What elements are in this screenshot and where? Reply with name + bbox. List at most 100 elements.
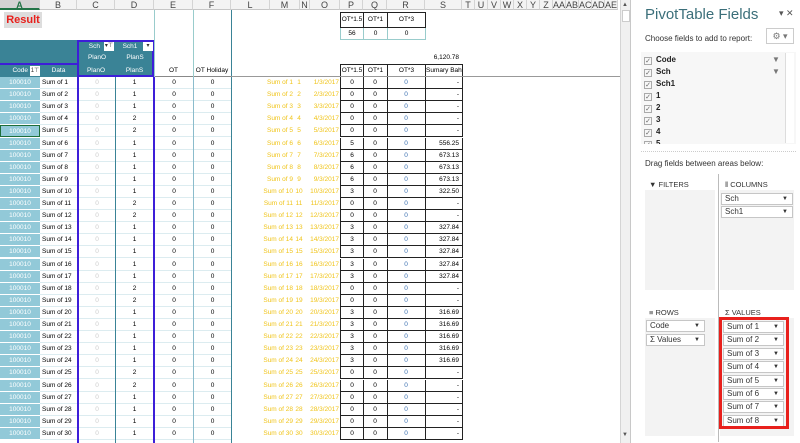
data-cell[interactable]: Sum of 8 (40, 162, 77, 174)
plano-cell[interactable]: 0 (79, 331, 115, 344)
columns-field-chip[interactable]: Sch ▼ (721, 193, 793, 205)
plans-cell[interactable]: 1 (116, 174, 153, 186)
day-cell[interactable]: 16 (295, 260, 303, 268)
plans-cell[interactable]: 1 (116, 355, 153, 368)
ot-holiday-cell[interactable]: 0 (194, 198, 231, 210)
plans-cell[interactable]: 1 (116, 246, 153, 259)
columns-field-chip[interactable]: Sch1 ▼ (721, 206, 793, 218)
day-cell[interactable]: 19 (295, 296, 303, 304)
plans-cell[interactable]: 1 (116, 428, 153, 440)
code-cell[interactable]: 100010 (0, 101, 40, 114)
plans-cell[interactable]: 1 (116, 89, 153, 102)
data-cell[interactable]: Sum of 11 (40, 198, 77, 210)
code-cell[interactable]: 100010 (0, 282, 40, 295)
date-cell[interactable]: 14/3/2017 (310, 236, 339, 244)
ot-cell[interactable]: 0 (155, 198, 193, 210)
ot15-cell[interactable]: 3 (340, 343, 364, 356)
data-cell[interactable]: Sum of 22 (40, 331, 77, 344)
sum-label-cell[interactable]: Sum of 17 (263, 272, 293, 280)
row-field-code[interactable]: Code (12, 67, 28, 74)
data-cell[interactable]: Sum of 17 (40, 271, 77, 283)
dropdown-arrow-icon[interactable]: ▼ (773, 337, 779, 344)
ot3-cell[interactable]: 0 (387, 246, 426, 259)
plans-cell[interactable]: 1 (116, 331, 153, 344)
ot15-cell[interactable]: 0 (340, 427, 364, 440)
rows-field-chip[interactable]: Σ Values ▼ (646, 334, 705, 346)
field-item[interactable]: ✓ 1 (644, 90, 660, 102)
ot3-cell[interactable]: 0 (387, 294, 426, 307)
plano-cell[interactable]: 0 (79, 234, 115, 247)
ot1-cell[interactable]: 0 (363, 270, 388, 283)
ot-holiday-cell[interactable]: 0 (194, 138, 231, 150)
ot15-cell[interactable]: 3 (340, 306, 364, 319)
sum-label-cell[interactable]: Sum of 6 (266, 139, 293, 147)
ot1-cell[interactable]: 0 (363, 161, 388, 174)
data-cell[interactable]: Sum of 30 (40, 428, 77, 440)
ot15-cell[interactable]: 0 (340, 210, 364, 223)
ot15-cell[interactable]: 5 (340, 137, 364, 150)
column-header-l[interactable]: L (231, 0, 270, 10)
code-cell[interactable]: 100010 (0, 427, 40, 440)
top-value-cell[interactable]: 56 (340, 28, 364, 40)
ot1-cell[interactable]: 0 (363, 149, 388, 162)
code-cell[interactable]: 100010 (0, 137, 40, 150)
sum-label-cell[interactable]: Sum of 23 (263, 345, 293, 353)
date-cell[interactable]: 22/3/2017 (310, 333, 339, 341)
date-cell[interactable]: 28/3/2017 (310, 405, 339, 413)
data-cell[interactable]: Sum of 27 (40, 392, 77, 404)
plans-cell[interactable]: 1 (116, 307, 153, 319)
baht-cell[interactable]: - (425, 282, 463, 295)
day-cell[interactable]: 4 (297, 115, 301, 123)
baht-cell[interactable]: - (425, 77, 463, 89)
data-cell[interactable]: Sum of 4 (40, 113, 77, 126)
ot15-cell[interactable]: 0 (340, 89, 364, 102)
sum-label-cell[interactable]: Sum of 11 (263, 200, 293, 207)
column-header-e[interactable]: E (154, 0, 193, 10)
ot15-cell[interactable]: 3 (340, 270, 364, 283)
dropdown-arrow-icon[interactable]: ▼ (773, 391, 779, 397)
baht-cell[interactable]: - (425, 101, 463, 114)
plano-cell[interactable]: 0 (79, 125, 115, 138)
date-cell[interactable]: 23/3/2017 (310, 345, 339, 353)
plano-cell[interactable]: 0 (79, 101, 115, 114)
day-cell[interactable]: 13 (295, 224, 303, 232)
sum-label-cell[interactable]: Sum of 5 (266, 127, 293, 135)
dropdown-arrow-icon[interactable]: ▼ (694, 337, 700, 343)
date-cell[interactable]: 20/3/2017 (310, 308, 339, 316)
ot3-cell[interactable]: 0 (387, 113, 426, 126)
ot3-cell[interactable]: 0 (387, 210, 426, 223)
field-item[interactable]: ✓5 (644, 138, 660, 144)
sum-label-cell[interactable]: Sum of 13 (263, 224, 293, 232)
day-cell[interactable]: 1 (297, 79, 301, 86)
ot-cell[interactable]: 0 (155, 259, 193, 271)
plano-cell[interactable]: 0 (79, 89, 115, 102)
sum-label-cell[interactable]: Sum of 25 (263, 369, 293, 377)
plano-cell[interactable]: 0 (79, 343, 115, 356)
plans-cell[interactable]: 2 (116, 198, 153, 210)
date-cell[interactable]: 18/3/2017 (310, 284, 339, 292)
values-field-chip[interactable]: Sum of 4 ▼ (723, 361, 784, 374)
values-field-chip[interactable]: Sum of 7 ▼ (723, 401, 784, 414)
ot1-cell[interactable]: 0 (363, 173, 388, 186)
plano-cell[interactable]: 0 (79, 138, 115, 150)
dropdown-arrow-icon[interactable]: ▼ (773, 324, 779, 330)
day-cell[interactable]: 26 (295, 381, 303, 389)
ot-cell[interactable]: 0 (155, 138, 193, 150)
day-cell[interactable]: 22 (295, 333, 303, 341)
column-header-s[interactable]: S (425, 0, 462, 10)
code-cell[interactable]: 100010 (0, 294, 40, 307)
plano-cell[interactable]: 0 (79, 380, 115, 392)
sum-label-cell[interactable]: Sum of 29 (263, 417, 293, 425)
plano-cell[interactable]: 0 (79, 246, 115, 259)
date-cell[interactable]: 16/3/2017 (310, 260, 339, 268)
ot-holiday-cell[interactable]: 0 (194, 319, 231, 331)
ot1-cell[interactable]: 0 (363, 77, 388, 89)
column-header-r[interactable]: R (387, 0, 425, 10)
ot-holiday-cell[interactable]: 0 (194, 246, 231, 259)
code-cell[interactable]: 100010 (0, 234, 40, 247)
code-cell[interactable]: 100010 (0, 367, 40, 380)
day-cell[interactable]: 6 (297, 139, 301, 147)
column-header-q[interactable]: Q (363, 0, 387, 10)
date-cell[interactable]: 25/3/2017 (310, 369, 339, 377)
sum-label-cell[interactable]: Sum of 7 (266, 151, 293, 159)
